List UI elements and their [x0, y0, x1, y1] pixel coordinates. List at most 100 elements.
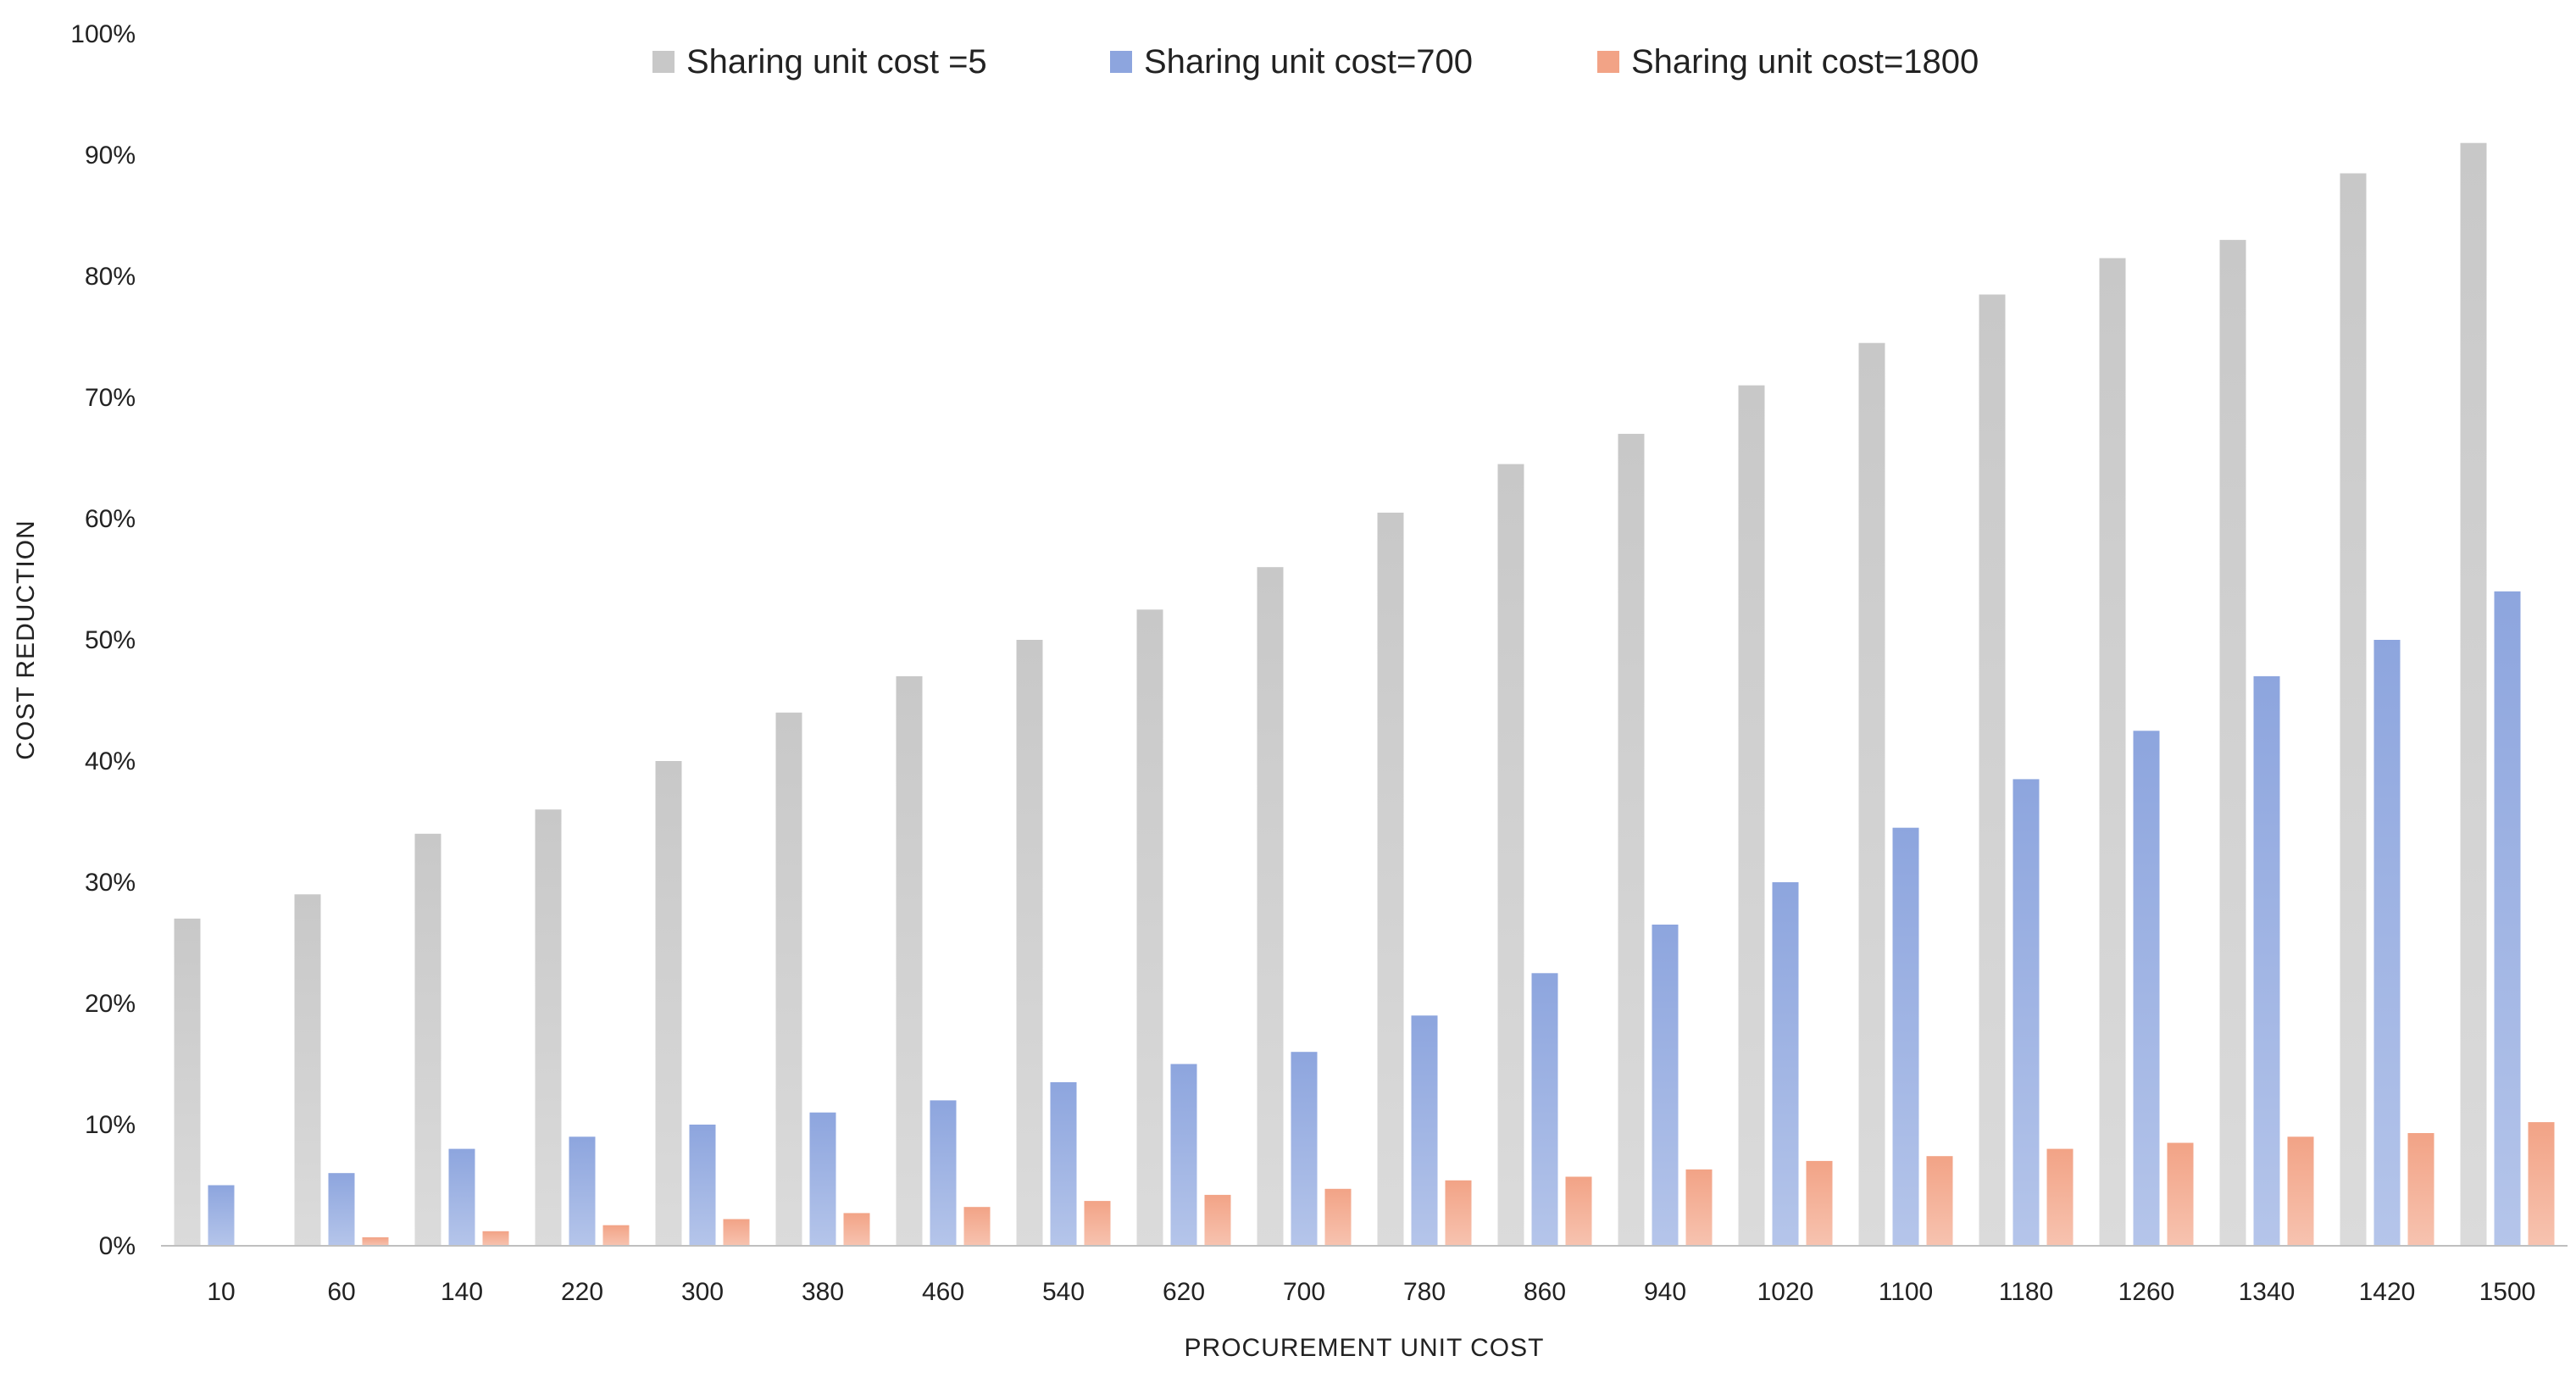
bar-series-1-380	[775, 712, 802, 1246]
bar-series-3-1180	[2046, 1148, 2074, 1246]
x-tick-label: 140	[441, 1278, 483, 1306]
bar-series-2-10	[208, 1185, 235, 1246]
bar-series-1-860	[1497, 464, 1524, 1246]
bar-series-1-1420	[2340, 173, 2367, 1246]
bar-series-2-1100	[1892, 827, 1919, 1246]
x-tick-label: 1340	[2239, 1278, 2296, 1306]
legend-swatch-2	[1110, 51, 1132, 73]
bar-series-1-220	[535, 809, 562, 1246]
bar-series-2-1340	[2253, 675, 2280, 1246]
bar-series-3-780	[1445, 1180, 1472, 1246]
bar-series-2-1260	[2133, 731, 2160, 1247]
y-axis-title: COST REDUCTION	[12, 520, 40, 759]
bar-series-3-1420	[2407, 1133, 2434, 1246]
x-tick-label: 1500	[2479, 1278, 2536, 1306]
x-tick-label: 1260	[2118, 1278, 2175, 1306]
legend-swatch-1	[652, 51, 675, 73]
bar-series-2-700	[1291, 1052, 1318, 1246]
bar-series-2-1500	[2494, 591, 2521, 1246]
x-tick-label: 620	[1163, 1278, 1205, 1306]
x-tick-label: 860	[1524, 1278, 1566, 1306]
y-tick-label: 50%	[85, 626, 136, 654]
y-tick-label: 0%	[99, 1232, 136, 1260]
bar-series-3-1100	[1926, 1156, 1953, 1246]
bar-series-2-140	[448, 1148, 475, 1246]
bars	[174, 142, 2555, 1247]
x-tick-label: 220	[561, 1278, 603, 1306]
y-tick-label: 20%	[85, 990, 136, 1018]
bar-series-2-60	[328, 1173, 355, 1246]
x-tick-label: 700	[1283, 1278, 1325, 1306]
y-tick-label: 30%	[85, 869, 136, 897]
bar-series-1-780	[1377, 512, 1404, 1246]
bar-series-1-940	[1618, 433, 1645, 1246]
bar-series-2-220	[569, 1136, 596, 1246]
y-tick-label: 90%	[85, 142, 136, 169]
bar-series-3-1500	[2528, 1122, 2555, 1246]
y-tick-label: 40%	[85, 747, 136, 775]
bar-series-1-460	[896, 675, 923, 1246]
bar-series-1-1020	[1738, 385, 1765, 1246]
x-tick-label: 780	[1403, 1278, 1446, 1306]
bar-series-1-540	[1016, 640, 1043, 1246]
bar-series-2-940	[1652, 925, 1679, 1246]
legend-swatch-3	[1597, 51, 1619, 73]
x-axis-ticks: 10 60 140 220 300 380 460 540 620 700 780 860 940 102…	[207, 1278, 2535, 1306]
x-tick-label: 380	[802, 1278, 844, 1306]
bar-series-2-860	[1531, 973, 1558, 1247]
y-tick-label: 70%	[85, 384, 136, 412]
bar-series-3-300	[723, 1219, 750, 1246]
bar-series-1-620	[1136, 609, 1163, 1247]
bar-series-1-1260	[2099, 258, 2126, 1247]
bar-series-3-540	[1084, 1201, 1111, 1246]
bar-series-2-620	[1170, 1064, 1197, 1246]
bar-series-1-1340	[2219, 240, 2246, 1247]
legend-label-1: Sharing unit cost =5	[686, 43, 987, 81]
y-axis-ticks: 0% 10% 20% 30% 40% 50% 60% 70% 80% 90% 100%	[70, 20, 136, 1260]
bar-series-2-780	[1411, 1015, 1438, 1246]
bar-series-1-300	[655, 761, 682, 1246]
legend: Sharing unit cost =5 Sharing unit cost=70…	[652, 43, 1979, 81]
bar-series-3-140	[482, 1231, 509, 1246]
y-tick-label: 10%	[85, 1111, 136, 1139]
bar-series-3-380	[843, 1213, 870, 1246]
x-tick-label: 540	[1042, 1278, 1085, 1306]
bar-series-3-700	[1324, 1188, 1352, 1246]
x-tick-label: 460	[922, 1278, 964, 1306]
y-tick-label: 80%	[85, 263, 136, 291]
bar-series-3-1020	[1806, 1160, 1833, 1246]
x-tick-label: 1100	[1879, 1278, 1934, 1306]
bar-series-1-140	[414, 833, 441, 1246]
x-axis-title: PROCUREMENT UNIT COST	[1185, 1334, 1545, 1362]
bar-series-2-1020	[1772, 882, 1799, 1246]
bar-series-1-1180	[1979, 294, 2006, 1246]
y-tick-label: 60%	[85, 505, 136, 533]
bar-series-2-460	[930, 1100, 957, 1246]
x-tick-label: 60	[327, 1278, 355, 1306]
bar-series-3-940	[1685, 1169, 1713, 1246]
bar-series-1-60	[294, 894, 321, 1246]
bar-series-1-1500	[2460, 142, 2487, 1247]
x-tick-label: 300	[681, 1278, 724, 1306]
x-tick-label: 1180	[1999, 1278, 2054, 1306]
bar-series-3-1260	[2167, 1142, 2194, 1246]
y-tick-label: 100%	[70, 20, 136, 48]
bar-series-1-1100	[1858, 342, 1885, 1247]
bar-series-2-1420	[2373, 640, 2401, 1246]
bar-series-2-1180	[2012, 779, 2040, 1246]
bar-series-3-60	[362, 1237, 389, 1246]
x-tick-label: 1420	[2359, 1278, 2416, 1306]
x-tick-label: 1020	[1757, 1278, 1814, 1306]
bar-series-3-460	[963, 1207, 991, 1246]
x-tick-label: 940	[1644, 1278, 1686, 1306]
x-tick-label: 10	[207, 1278, 235, 1306]
legend-label-2: Sharing unit cost=700	[1144, 43, 1473, 81]
bar-series-2-540	[1050, 1082, 1077, 1246]
legend-label-3: Sharing unit cost=1800	[1631, 43, 1979, 81]
bar-series-3-1340	[2287, 1136, 2314, 1246]
bar-series-3-860	[1565, 1176, 1592, 1246]
bar-series-3-220	[602, 1225, 630, 1246]
bar-series-1-700	[1257, 567, 1284, 1246]
bar-series-2-300	[689, 1125, 716, 1246]
